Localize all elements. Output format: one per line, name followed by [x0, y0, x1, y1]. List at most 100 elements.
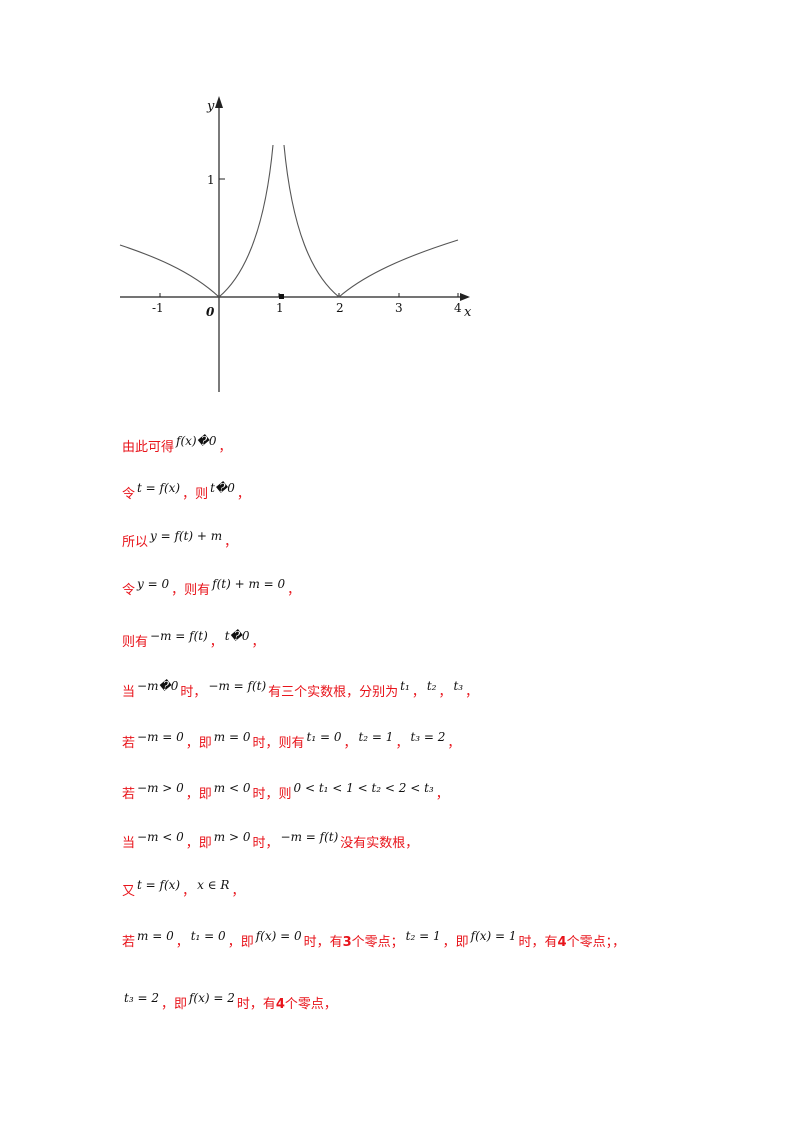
math-expression: −m = 0	[137, 730, 184, 744]
chinese-text: 时，	[180, 685, 207, 700]
chinese-text: ，即	[442, 935, 469, 950]
math-expression: t₁ = 0	[190, 929, 226, 943]
math-expression: y = f(t) + m	[150, 529, 223, 543]
x-tick-label: 3	[395, 301, 403, 315]
chinese-text: ，	[209, 635, 223, 650]
math-expression: t₂ = 1	[358, 730, 394, 744]
math-expression: t₁ = 0	[306, 730, 342, 744]
chinese-text: ，	[465, 685, 479, 700]
chinese-text: 时，则有	[252, 736, 305, 751]
solution-line: t₃ = 2 ，即 f(x) = 2 时，有 4 个零点，	[122, 991, 337, 1015]
math-expression: f(x) = 1	[470, 929, 517, 943]
chinese-text: ，	[218, 440, 232, 455]
math-expression: −m = f(t)	[280, 830, 339, 844]
chinese-text: 令	[122, 583, 136, 598]
chinese-text: 若	[122, 787, 136, 802]
math-expression: t₂ = 1	[405, 929, 441, 943]
chinese-text: 则有	[122, 635, 149, 650]
chinese-text: ，	[224, 535, 238, 550]
chinese-text: 时，有	[303, 935, 343, 950]
math-expression: −m < 0	[137, 830, 184, 844]
chinese-text: 有三个实数根，分别为	[268, 685, 399, 700]
math-expression: m < 0	[213, 781, 251, 795]
math-expression: −m > 0	[137, 781, 184, 795]
chinese-text: ，	[447, 736, 461, 751]
chinese-text: 由此可得	[122, 440, 175, 455]
solution-line: 当 −m�0 时， −m = f(t) 有三个实数根，分别为 t₁， t₂， t₃，	[122, 679, 479, 703]
chinese-text: 当	[122, 836, 136, 851]
chinese-text: 若	[122, 935, 136, 950]
chinese-text: 个零点；	[351, 935, 404, 950]
math-expression: 0 < t₁ < 1 < t₂ < 2 < t₃	[293, 781, 434, 795]
solution-line: 当 −m < 0 ，即 m > 0 时， −m = f(t) 没有实数根，	[122, 830, 419, 854]
origin-label: 0	[206, 305, 215, 319]
chinese-text: ，	[231, 884, 245, 899]
math-expression: t�0	[210, 481, 235, 495]
chinese-text: 时，有	[236, 997, 276, 1012]
chinese-text: ，	[411, 685, 425, 700]
chinese-text: ，	[438, 685, 452, 700]
x-axis-arrow	[460, 293, 470, 301]
y-tick-label: 1	[207, 173, 215, 187]
x-tick-label: 4	[454, 301, 462, 315]
x-tick-label: 2	[336, 301, 344, 315]
math-expression: m = 0	[213, 730, 251, 744]
solution-line: 则有 −m = f(t)， t�0，	[122, 629, 265, 653]
math-expression: f(x) = 0	[255, 929, 302, 943]
count-number: 3	[342, 935, 352, 950]
math-expression: m > 0	[213, 830, 251, 844]
chinese-text: ，即	[185, 836, 212, 851]
chinese-text: ，	[287, 583, 301, 598]
math-expression: f(x)�0	[176, 434, 217, 448]
chinese-text: 又	[122, 884, 136, 899]
solution-line: 若 −m > 0 ，即 m < 0 时，则 0 < t₁ < 1 < t₂ < 2 < t…	[122, 781, 449, 805]
chinese-text: 时，有	[518, 935, 558, 950]
chinese-text: ，即	[160, 997, 187, 1012]
math-expression: x ∈ R	[197, 878, 230, 892]
chinese-text: ，即	[185, 787, 212, 802]
x-axis-label: x	[464, 305, 472, 320]
math-expression: t = f(x)	[137, 481, 181, 495]
y-axis-label: y	[206, 99, 215, 114]
math-expression: m = 0	[137, 929, 174, 943]
chinese-text: 时，	[252, 836, 279, 851]
chinese-text: 所以	[122, 535, 149, 550]
math-expression: t�0	[224, 629, 250, 643]
chinese-text: 当	[122, 685, 136, 700]
chinese-text: ，则有	[171, 583, 211, 598]
math-expression: t₃ = 2	[410, 730, 446, 744]
chinese-text: ，则	[182, 487, 209, 502]
solution-line: 由此可得 f(x)�0，	[122, 434, 232, 458]
math-expression: −m = f(t)	[150, 629, 208, 643]
count-number: 4	[275, 997, 285, 1012]
solution-line: 所以 y = f(t) + m，	[122, 529, 238, 553]
chinese-text: ，	[435, 787, 449, 802]
y-axis-arrow	[215, 96, 223, 108]
math-expression: −m = f(t)	[208, 679, 267, 693]
function-graph: y x 0 -1 1 2 3 4 1	[119, 96, 472, 392]
math-expression: t₁	[400, 679, 410, 693]
math-expression: t₃	[453, 679, 464, 693]
point-marker	[279, 294, 284, 299]
chinese-text: 个零点，	[284, 997, 337, 1012]
chinese-text: ，	[343, 736, 357, 751]
chinese-text: 若	[122, 736, 136, 751]
chinese-text: 没有实数根，	[340, 836, 419, 851]
function-curve	[119, 144, 459, 298]
math-expression: t = f(x)	[137, 878, 181, 892]
chinese-text: ，	[251, 635, 265, 650]
chinese-text: 个零点；，	[566, 935, 626, 950]
chinese-text: 令	[122, 487, 136, 502]
chinese-text: 时，则	[252, 787, 292, 802]
chinese-text: ，即	[185, 736, 212, 751]
x-tick-label: 1	[276, 301, 284, 315]
math-expression: y = 0	[137, 577, 170, 591]
chinese-text: ，	[236, 487, 250, 502]
math-expression: −m�0	[137, 679, 179, 693]
chinese-text: ，	[175, 935, 189, 950]
count-number: 4	[557, 935, 567, 950]
